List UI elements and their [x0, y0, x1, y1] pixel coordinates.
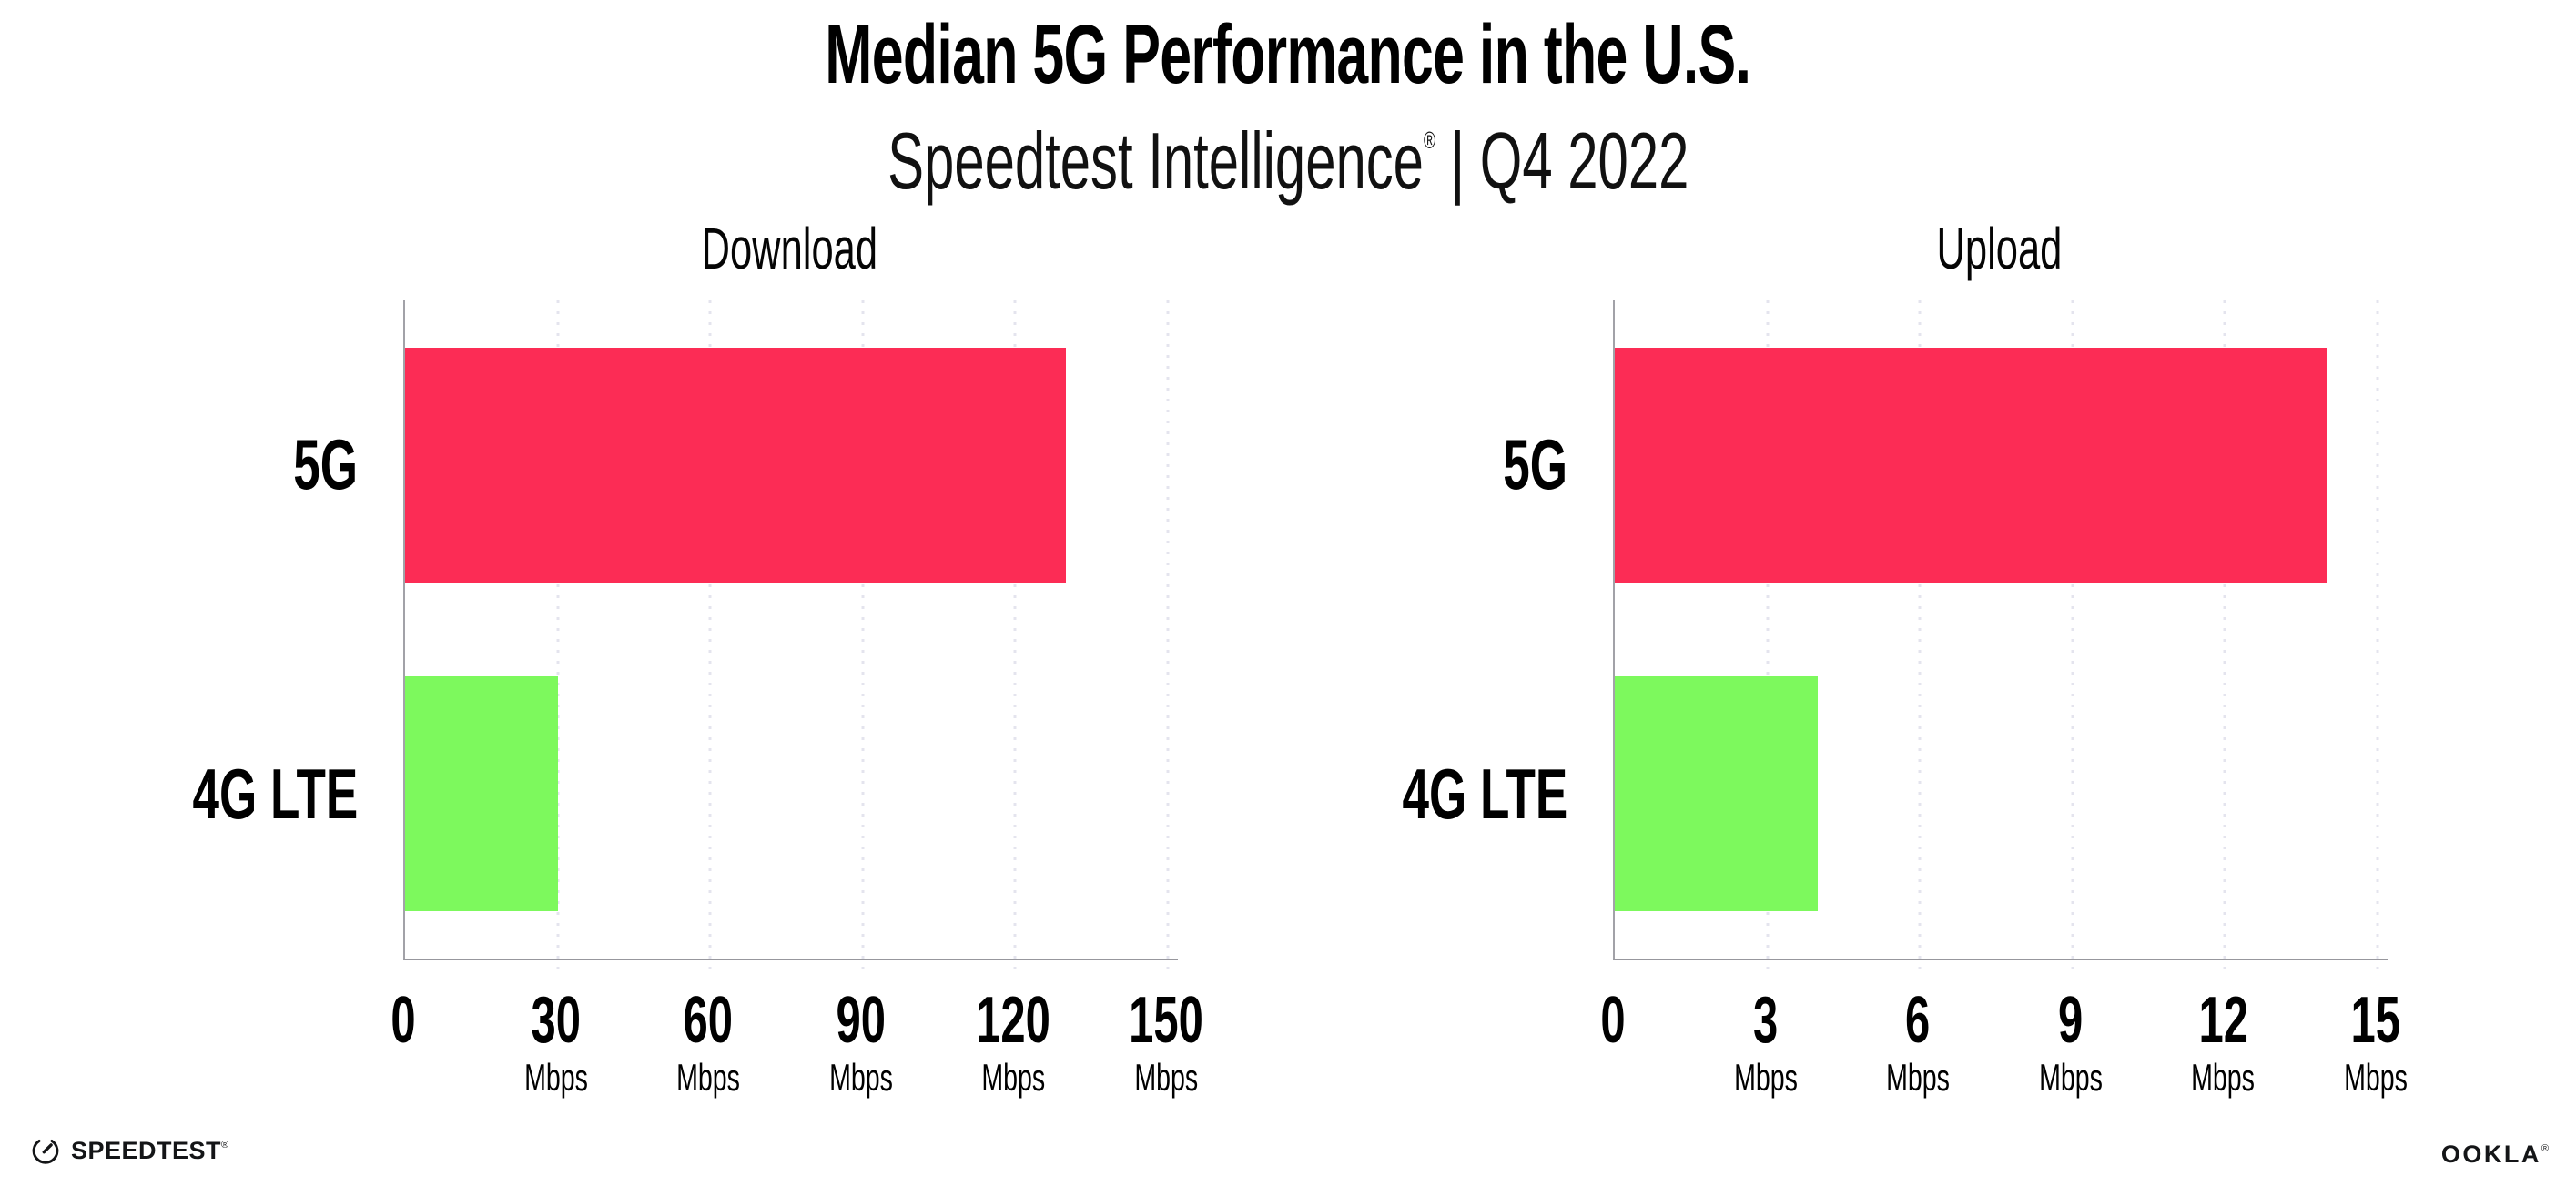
upload-bars-layer — [1615, 300, 2388, 959]
x-tick-12-upload: 12 Mbps — [2176, 986, 2270, 1099]
gridline-12-upload — [2223, 300, 2226, 969]
gridline-3-upload — [1766, 300, 1770, 969]
x-tick-60-download: 60 Mbps — [662, 986, 756, 1099]
gridline-150-download — [1166, 300, 1170, 969]
tick-value: 15 — [2350, 984, 2401, 1057]
bar-5g-upload — [1615, 347, 2327, 583]
download-chart-title-text: Download — [701, 216, 878, 281]
gridline-9-upload — [2071, 300, 2074, 969]
speedtest-gauge-icon — [32, 1139, 59, 1164]
upload-grid-layer — [1615, 300, 2388, 969]
tick-value: 12 — [2198, 984, 2248, 1057]
tick-unit: Mbps — [676, 1056, 741, 1099]
upload-chart-title-text: Upload — [1936, 216, 2063, 281]
tick-value: 90 — [836, 984, 886, 1057]
x-tick-3-upload: 3 Mbps — [1719, 986, 1812, 1099]
x-tick-120-download: 120 Mbps — [958, 986, 1068, 1099]
subtitle-brand: Speedtest Intelligence — [887, 116, 1424, 206]
y-label-text: 5G — [1503, 424, 1567, 505]
page-title-text: Median 5G Performance in the U.S. — [825, 8, 1751, 101]
tick-value: 9 — [2058, 984, 2084, 1057]
tick-value: 0 — [390, 984, 416, 1057]
upload-chart: Upload 5G 4G LTE 0 3 Mbps 6 Mbps 9 Mbps 12 Mbps 15… — [1285, 217, 2407, 1099]
upload-x-axis: 0 3 Mbps 6 Mbps 9 Mbps 12 Mbps 15 Mbps — [1600, 986, 2407, 1122]
tick-value: 120 — [976, 984, 1051, 1057]
tick-unit: Mbps — [2343, 1056, 2408, 1099]
gridline-15-upload — [2376, 300, 2379, 969]
tick-value: 3 — [1752, 984, 1779, 1057]
download-x-axis: 0 30 Mbps 60 Mbps 90 Mbps 120 Mbps 150 Mbps — [390, 986, 1202, 1122]
gridline-30-download — [556, 300, 560, 969]
y-label-4g-lte-upload: 4G LTE — [1285, 630, 1591, 959]
subtitle-separator: | — [1435, 116, 1480, 206]
tick-unit: Mbps — [1886, 1056, 1951, 1099]
download-plot-area — [403, 300, 1178, 969]
gridline-90-download — [861, 300, 865, 969]
download-y-axis-labels: 5G 4G LTE — [76, 300, 381, 959]
tick-unit: Mbps — [1733, 1056, 1798, 1099]
y-label-text: 5G — [293, 424, 358, 505]
page-subtitle-text: Speedtest Intelligence® | Q4 2022 — [887, 96, 1689, 205]
x-tick-0-download: 0 — [385, 986, 421, 1055]
speedtest-wordmark: SPEEDTEST® — [71, 1137, 228, 1165]
ookla-wordmark-text: OOKLA — [2440, 1141, 2541, 1168]
gridline-6-upload — [1918, 300, 1922, 969]
download-grid-layer — [405, 300, 1178, 969]
x-tick-30-download: 30 Mbps — [509, 986, 603, 1099]
x-tick-6-upload: 6 Mbps — [1871, 986, 1965, 1099]
tick-value: 6 — [1905, 984, 1931, 1057]
y-label-4g-lte-download: 4G LTE — [76, 630, 381, 959]
x-tick-90-download: 90 Mbps — [814, 986, 908, 1099]
x-tick-0-upload: 0 — [1595, 986, 1631, 1055]
tick-unit: Mbps — [828, 1056, 893, 1099]
tick-value: 150 — [1128, 984, 1203, 1057]
page-title: Median 5G Performance in the U.S. — [0, 9, 2576, 100]
y-label-text: 4G LTE — [192, 753, 358, 834]
bar-4g-lte-upload — [1615, 676, 1819, 912]
x-tick-9-upload: 9 Mbps — [2023, 986, 2117, 1099]
gridline-120-download — [1013, 300, 1017, 969]
subtitle-period: Q4 2022 — [1479, 116, 1689, 206]
gridline-60-download — [708, 300, 712, 969]
tick-unit: Mbps — [1133, 1056, 1198, 1099]
upload-y-axis-labels: 5G 4G LTE — [1285, 300, 1591, 959]
registered-trademark-icon: ® — [1423, 127, 1435, 154]
bar-5g-download — [405, 347, 1067, 583]
tick-unit: Mbps — [981, 1056, 1046, 1099]
x-tick-15-upload: 15 Mbps — [2328, 986, 2422, 1099]
speedtest-wordmark-text: SPEEDTEST — [71, 1136, 222, 1164]
upload-chart-title: Upload — [1613, 217, 2386, 280]
speedtest-registered-icon: ® — [221, 1139, 229, 1151]
y-label-5g-download: 5G — [76, 300, 381, 630]
x-tick-150-download: 150 Mbps — [1111, 986, 1221, 1099]
download-chart: Download 5G 4G LTE 0 30 Mbps 60 Mbps 90 Mbps 120… — [76, 217, 1202, 1099]
y-label-text: 4G LTE — [1402, 753, 1567, 834]
y-label-5g-upload: 5G — [1285, 300, 1591, 630]
bar-4g-lte-download — [405, 676, 558, 912]
tick-unit: Mbps — [523, 1056, 588, 1099]
ookla-registered-icon: ® — [2541, 1143, 2549, 1154]
tick-unit: Mbps — [2038, 1056, 2103, 1099]
tick-value: 30 — [531, 984, 581, 1057]
tick-value: 0 — [1600, 984, 1626, 1057]
ookla-logo: OOKLA® — [2441, 1141, 2549, 1169]
download-bars-layer — [405, 300, 1178, 959]
page-subtitle: Speedtest Intelligence® | Q4 2022 — [0, 96, 2576, 205]
upload-plot-area — [1613, 300, 2388, 969]
tick-unit: Mbps — [2191, 1056, 2256, 1099]
download-chart-title: Download — [403, 217, 1176, 280]
speedtest-logo: SPEEDTEST® — [30, 1135, 228, 1166]
tick-value: 60 — [683, 984, 734, 1057]
